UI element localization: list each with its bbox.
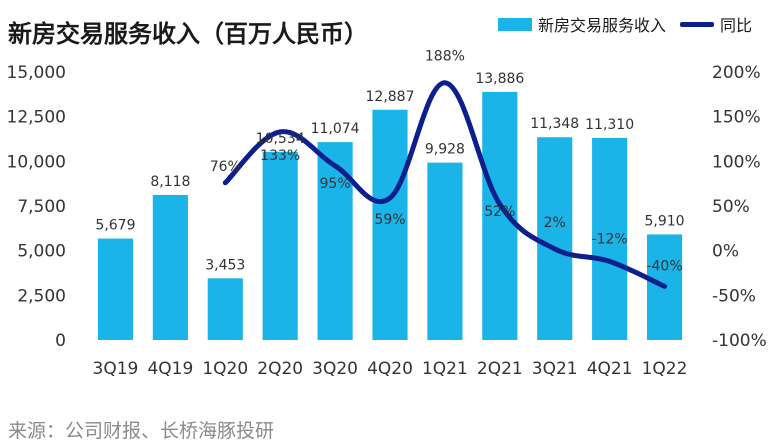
chart-title: 新房交易服务收入（百万人民币） [8,20,368,48]
bar-2Q20 [262,151,298,340]
bar-4Q21 [592,137,628,340]
bar-label-2Q21: 13,886 [475,71,524,87]
line-label-2Q20: 133% [260,148,300,164]
bar-label-4Q19: 8,118 [150,174,190,190]
bar-label-1Q21: 9,928 [425,142,465,158]
bar-4Q19 [152,194,188,340]
line-label-1Q22: -40% [646,258,682,274]
legend-swatch-line [680,21,715,27]
left-tick-4: 10,000 [7,152,66,172]
left-tick-6: 15,000 [7,63,66,83]
line-label-4Q21: -12% [592,231,628,247]
x-tick-3Q20: 3Q20 [312,359,358,379]
bar-label-4Q20: 12,887 [366,89,415,105]
bar-label-3Q19: 5,679 [95,218,135,234]
right-tick-1: -50% [712,286,756,306]
line-label-1Q21: 188% [425,49,465,65]
bar-label-1Q22: 5,910 [644,213,684,229]
right-tick-2: 0% [712,242,739,262]
bar-label-4Q21: 11,310 [585,117,634,133]
left-tick-1: 2,500 [17,286,66,306]
right-tick-6: 200% [712,63,761,83]
legend-item-bar: 新房交易服务收入 [498,12,666,36]
right-tick-3: 50% [712,197,750,217]
line-label-3Q21: 2% [544,215,566,231]
legend-label-bar: 新房交易服务收入 [538,16,667,35]
legend-label-line: 同比 [720,16,753,35]
x-tick-4Q21: 4Q21 [587,359,633,379]
bar-label-2Q20: 10,534 [256,131,305,147]
x-tick-2Q21: 2Q21 [477,359,523,379]
right-tick-5: 150% [712,108,761,128]
source-note: 来源：公司财报、长桥海豚投研 [8,420,275,442]
x-tick-3Q19: 3Q19 [93,359,139,379]
bar-1Q20 [207,278,243,340]
x-tick-1Q20: 1Q20 [202,359,248,379]
bar-label-3Q21: 11,348 [530,116,579,132]
line-layer [222,80,668,289]
bar-4Q20 [372,109,408,341]
x-tick-1Q22: 1Q22 [642,359,688,379]
legend: 新房交易服务收入 同比 [498,12,766,36]
bar-label-1Q20: 3,453 [205,257,245,273]
line-label-1Q20: 76% [210,159,241,175]
left-tick-5: 12,500 [7,108,66,128]
bar-1Q21 [427,162,463,340]
legend-item-line: 同比 [680,12,752,36]
axis-layer: 0 2,500 5,000 7,500 10,000 12,500 15,000 -100% -… [7,63,767,379]
x-tick-3Q21: 3Q21 [532,359,578,379]
bars-layer [97,91,683,341]
right-tick-4: 100% [712,152,761,172]
x-tick-2Q20: 2Q20 [257,359,303,379]
line-label-3Q20: 95% [320,176,351,192]
left-tick-3: 7,500 [17,197,66,217]
x-tick-4Q20: 4Q20 [367,359,413,379]
x-tick-4Q19: 4Q19 [147,359,193,379]
bar-label-3Q20: 11,074 [311,121,360,137]
yoy-line [222,80,668,289]
right-tick-0: -100% [712,331,767,351]
labels-layer: 5,679 8,118 3,453 10,534 11,074 12,887 9,928 13… [95,49,684,275]
x-tick-1Q21: 1Q21 [422,359,468,379]
legend-swatch-bar [498,17,532,31]
left-tick-0: 0 [55,331,66,351]
bar-3Q20 [317,142,353,340]
bar-3Q19 [97,238,134,340]
line-label-4Q20: 59% [374,212,405,228]
line-label-2Q21: 52% [484,204,515,220]
left-tick-2: 5,000 [17,242,66,262]
bar-3Q21 [537,137,573,340]
